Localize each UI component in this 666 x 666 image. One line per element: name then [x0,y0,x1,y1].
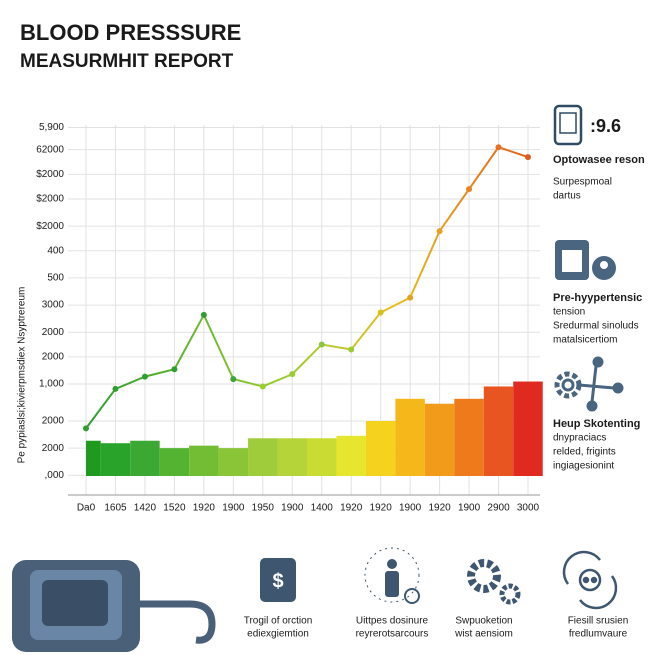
x-tick-label: 1900 [399,503,422,514]
tablet-icon [553,104,583,146]
cycle-icon [562,550,618,610]
point [436,228,443,235]
x-tick-label: 1950 [252,503,275,514]
title: MEASURMHIT REPORT [20,51,234,72]
cuff-icon [12,560,216,652]
side-text: dartus [553,191,581,202]
side-text: Optowasee reson [553,154,645,166]
area-bar [277,438,307,476]
y-tick-label: $2000 [36,221,64,232]
x-tick-label: 1420 [134,503,157,514]
x-tick-label: 1920 [428,503,451,514]
y-tick-label: 2000 [42,443,65,454]
side-text: matalsicertiom [553,335,617,346]
caption: Trogil of orction [244,616,313,627]
area-bar [424,403,455,476]
x-tick-label: 1920 [370,503,393,514]
line [85,146,529,429]
x-tick-label: 1900 [281,503,304,514]
area-bar [189,445,219,476]
x-tick-label: 2900 [487,503,510,514]
point [377,309,384,316]
point [407,294,414,301]
side-text: Surpespmoal [553,177,612,188]
side-text: tension [553,307,585,318]
y-tick-label: $2000 [36,194,64,205]
x-tick-label: 1400 [311,503,334,514]
area-bar [159,448,190,476]
money-icon: $ [260,558,296,602]
y-tick-label: $2000 [36,169,64,180]
caption: Uittpes dosinure [356,616,429,627]
caption: Fiesill srusien [568,616,629,627]
caption: fredlumvaure [569,629,628,640]
point [495,144,502,151]
area-bar [307,438,337,476]
x-tick-label: Da0 [77,503,96,514]
area-bar [454,398,484,476]
point [230,376,237,383]
point [466,186,473,193]
caption: ediexgiemtion [247,629,309,640]
side-text: ingiagesionint [553,461,614,472]
x-tick-label: 1920 [340,503,363,514]
x-tick-label: 1520 [163,503,186,514]
side-text: relded, frigints [553,447,616,458]
y-tick-label: 2000 [42,352,65,363]
area-bar [218,448,249,476]
point [289,371,296,378]
y-tick-label: 400 [47,245,64,256]
point [141,373,148,380]
point [348,346,355,353]
y-tick-label: 62000 [36,144,64,155]
area-bar [130,440,160,476]
y-tick-label: 3000 [42,300,65,311]
point [83,425,89,432]
svg-text:$: $ [272,570,283,592]
caption: Swpuoketion [455,616,512,627]
area-bar [483,386,514,476]
profile-icon [555,240,616,280]
area-bar [248,438,278,476]
area-bar [395,398,425,476]
point [200,311,207,318]
person-icon [364,547,420,604]
area-bar [336,435,366,476]
side-text: Heup Skotenting [553,418,640,430]
y-tick-label: 5,900 [39,122,64,133]
stat-value: :9.6 [590,116,621,136]
plot: 5,900 62000 $2000 $2000 $2000 400 500 3000 2000 2… [36,122,543,514]
area-bar [365,421,396,476]
y-tick-label: ,000 [45,470,65,481]
side-text: dnypraciacs [553,433,606,444]
title: BLOOD PRESSSURE [20,20,241,45]
x-tick-label: 1605 [104,503,127,514]
x-tick-label: 3000 [517,503,540,514]
caption: reyrerotsarcours [356,629,429,640]
x-tick-label: 1900 [222,503,245,514]
y-tick-label: 1,000 [39,379,64,390]
point [112,385,119,392]
y-axis-label: Pe pypiaslsi;kivierpmsdiex Nsyptrereum [17,287,28,464]
side-text: Pre-hyypertensic [553,292,642,304]
point [318,341,325,348]
network-icon [554,356,624,412]
x-tick-label: 1920 [193,503,216,514]
point [259,383,266,390]
side-text: Sredurmal sinoluds [553,321,639,332]
y-tick-label: 2000 [42,416,65,427]
area-bar [100,443,131,476]
point [171,366,178,373]
y-tick-label: 2000 [42,327,65,338]
gears-icon [467,559,521,605]
y-tick-label: 500 [47,273,64,284]
point [525,154,531,161]
x-tick-label: 1900 [458,503,481,514]
caption: wist aensiom [454,629,513,640]
area-bar [86,440,101,476]
area-bar [513,381,543,476]
